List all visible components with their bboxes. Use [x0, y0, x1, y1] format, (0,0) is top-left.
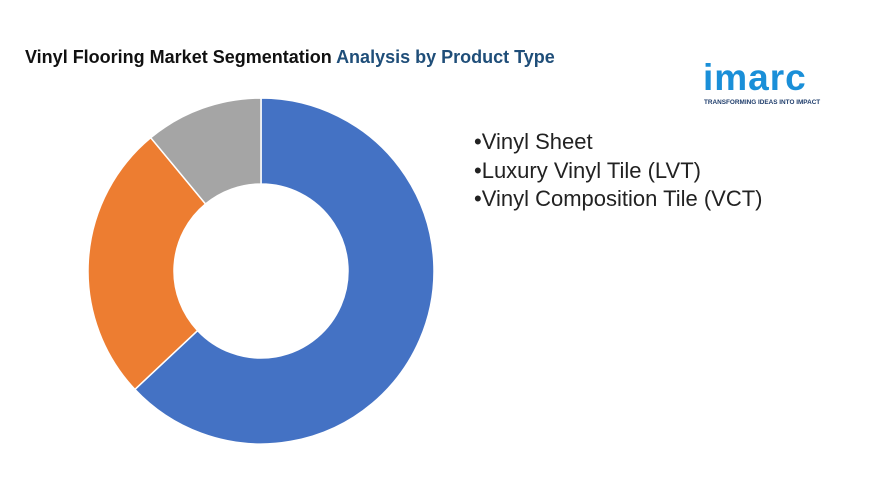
chart-title: Vinyl Flooring Market Segmentation Analy… — [25, 47, 555, 68]
legend-item-lvt: •Luxury Vinyl Tile (LVT) — [474, 157, 701, 183]
title-part-1: Vinyl Flooring Market Segmentation — [25, 47, 332, 67]
legend-item-vct: •Vinyl Composition Tile (VCT) — [474, 186, 763, 211]
logo-word: imarc — [703, 57, 807, 98]
legend-item-vinyl-sheet: •Vinyl Sheet — [474, 129, 593, 154]
imarc-logo: imarc TRANSFORMING IDEAS INTO IMPACT — [703, 57, 820, 110]
chart-legend: •Vinyl Sheet •Luxury Vinyl Tile (LVT) •V… — [474, 128, 763, 214]
slice-vinyl-sheet — [133, 97, 435, 445]
title-part-2: Analysis by Product Type — [336, 47, 555, 67]
slice-lvt — [87, 136, 207, 391]
slice-vct — [149, 97, 262, 206]
logo-tagline: TRANSFORMING IDEAS INTO IMPACT — [704, 99, 821, 106]
donut-chart — [87, 97, 435, 445]
